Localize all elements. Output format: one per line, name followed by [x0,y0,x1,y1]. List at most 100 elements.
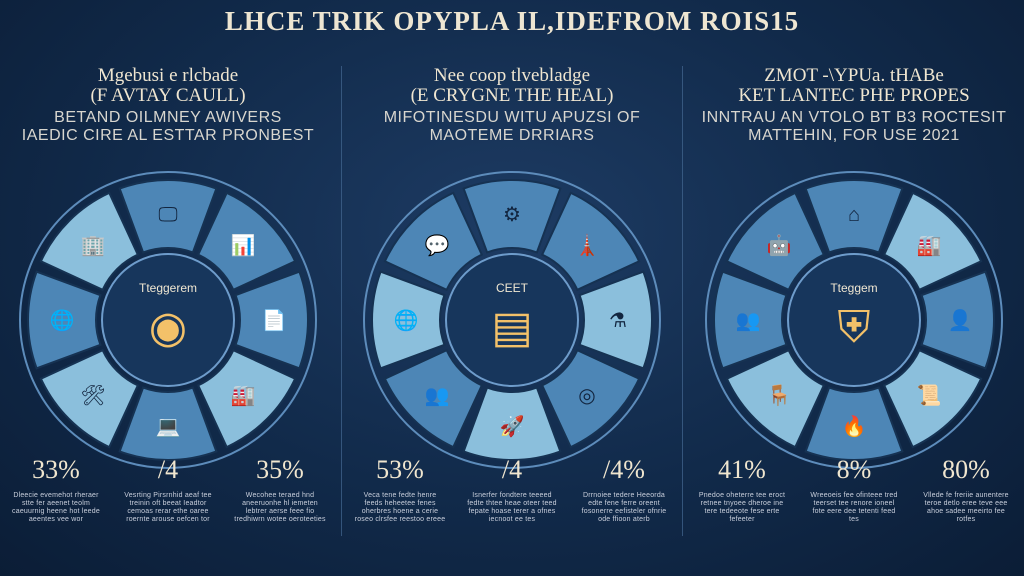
stat-value: 8% [836,455,872,484]
stat-block: 8% Wreeoeis fee ofinteee tred teerset tee… [804,456,904,524]
robot-icon: 🤖 [767,233,792,257]
panel-subtitle: MIFOTINESDU WITU APUZSI OF MAOTEME DRRIA… [344,109,680,145]
chair-icon: 🪑 [767,383,792,407]
coins-icon: ◉ [149,303,187,352]
panel-2: Nee coop tlvebladge (E CRYGNE THE HEAL) … [344,66,680,576]
panel-divider [341,66,342,536]
subtitle-line-1: MIFOTINESDU WITU APUZSI OF [383,109,641,126]
chat-icon: 💬 [425,233,450,257]
panel-subtitle: INNTRAU AN VTOLO BT B3 ROCTESIT MATTEHIN… [686,109,1022,145]
panel-subtitle: BETAND OILMNEY AWIVERS IAEDIC CIRE AL ES… [0,109,336,145]
lab-icon: ⚗ [609,310,627,332]
wheel-segment [234,270,309,370]
stat-value: /4 [157,455,179,484]
stat-block: 33% Dleecie evemehot rheraer stte fer aee… [6,456,106,524]
factory-icon: 🏭 [917,235,942,257]
wheel-segment [540,348,641,449]
wheel-segment [462,386,562,461]
stat-description: Veca tene fedte henre feeds heheetee fen… [354,492,446,523]
segment-wheel: ⌂ 🏭 👤 📜 🔥 🪑 👥 🤖 Tteggem ⛨ [705,171,1003,469]
segment-wheel: ⚙ 🗼 ⚗ ◎ 🚀 👥 🌐 💬 CEET ▤ [363,171,661,469]
hub-circle [787,253,921,387]
heading-line-2: (E CRYGNE THE HEAL) [410,85,614,106]
stat-block: /4 Isnerfer fondtere teeeed fedte thtee h… [462,456,562,524]
person-icon: 👤 [948,308,973,332]
wheel-segment [39,348,140,449]
panel-heading: Mgebusi e rlcbade (F AVTAY CAULL) [0,66,336,106]
stats-row: 41% Pnedoe oheterre tee eroct retnee tnyo… [686,456,1022,524]
wheel-segment [882,348,983,449]
hub-label: Tteggem [830,281,877,295]
certificate-icon: 📜 [917,384,942,407]
hub-label: CEET [496,281,529,295]
stat-value: /4 [501,455,523,484]
wheel-segment [196,348,297,449]
panel-1: Mgebusi e rlcbade (F AVTAY CAULL) BETAND… [0,66,336,576]
target-icon: ◎ [578,385,595,407]
people-icon: 👥 [736,310,761,332]
stat-block: /4% Drrnoiee tedere Heeorda edte fene fer… [574,456,674,524]
globe-icon: 🌐 [394,308,419,332]
stat-description: Wreeoeis fee ofinteee tred teerset tee r… [810,492,898,523]
wheel-segment [882,191,983,292]
stat-block: 35% Wecohee teraed hnd aneeruonhe hl ieme… [230,456,330,524]
subtitle-line-2: IAEDIC CIRE AL ESTTAR PRONBEST [21,127,315,144]
wheel-segment [118,179,218,254]
subtitle-line-2: MAOTEME DRRIARS [429,127,595,144]
wheel-segment [725,348,826,449]
gears-icon: ⚙ [503,204,521,226]
page-title: LHCE TRIK OPYPLA IL,IDEFROM ROIS15 [224,6,800,36]
stat-value: 80% [942,455,990,484]
globe-icon: 🌐 [50,308,75,332]
outer-ring [705,171,1003,469]
wheel-segment [540,191,641,292]
outer-ring [363,171,661,469]
heading-line-1: Mgebusi e rlcbade [97,65,239,86]
tower-icon: 🗼 [575,233,600,257]
stat-description: Wecohee teraed hnd aneeruonhe hl iemeten… [234,492,326,523]
heading-line-1: Nee coop tlvebladge [433,65,591,86]
chart-icon: 📊 [231,233,256,257]
panel-divider [682,66,683,536]
wheel-segment [804,386,904,461]
tools-icon: 🛠 [80,385,105,407]
panel-heading: ZMOT -\YPUa. tHABe KET LANTEC PHE PROPES [686,66,1022,106]
segment-wheel: 🖵 📊 📄 🏭 💻 🛠 🌐 🏢 Tteggerem ◉ [19,171,317,469]
hub-label: Tteggerem [139,281,197,295]
computer-icon: 💻 [156,416,181,438]
wheel-segment [118,386,218,461]
stat-description: Isnerfer fondtere teeeed fedte thtee hea… [467,492,557,523]
heading-line-1: ZMOT -\YPUa. tHABe [764,65,944,86]
wheel-segment [804,179,904,254]
stat-description: Drrnoiee tedere Heeorda edte fene ferre … [581,492,667,523]
panel-3: ZMOT -\YPUa. tHABe KET LANTEC PHE PROPES… [686,66,1022,576]
wheel-segment [462,179,562,254]
outer-ring [19,171,317,469]
wheel-segment [725,191,826,292]
stat-value: 41% [718,455,766,484]
people-icon: 👥 [425,385,450,407]
wheel-segment [371,270,446,370]
wheel-segment [920,270,995,370]
heading-line-2: KET LANTEC PHE PROPES [738,85,970,106]
subtitle-line-2: MATTEHIN, FOR USE 2021 [748,127,960,144]
building-icon: 🏢 [81,235,106,257]
wheel-segment [383,348,484,449]
stats-row: 33% Dleecie evemehot rheraer stte fer aee… [0,456,336,524]
factory-icon: 🏭 [231,385,256,407]
stat-value: 35% [256,455,304,484]
house-icon: ⌂ [848,204,860,226]
stats-row: 53% Veca tene fedte henre feeds heheetee … [344,456,680,524]
hub-circle [101,253,235,387]
stat-value: 53% [376,455,424,484]
document-icon: 📄 [262,308,287,332]
stat-value: 33% [32,455,80,484]
flame-icon: 🔥 [842,414,867,438]
stat-value: /4% [603,455,645,484]
stat-block: /4 Vesrting Pirsrnhid aeaf tee treinin of… [118,456,218,524]
shield-icon: ⛨ [838,303,871,352]
stat-block: 80% Vllede fe freriie aunentere teroe det… [916,456,1016,524]
wheel-segment [196,191,297,292]
wheel-segment [578,270,653,370]
hub-circle [445,253,579,387]
